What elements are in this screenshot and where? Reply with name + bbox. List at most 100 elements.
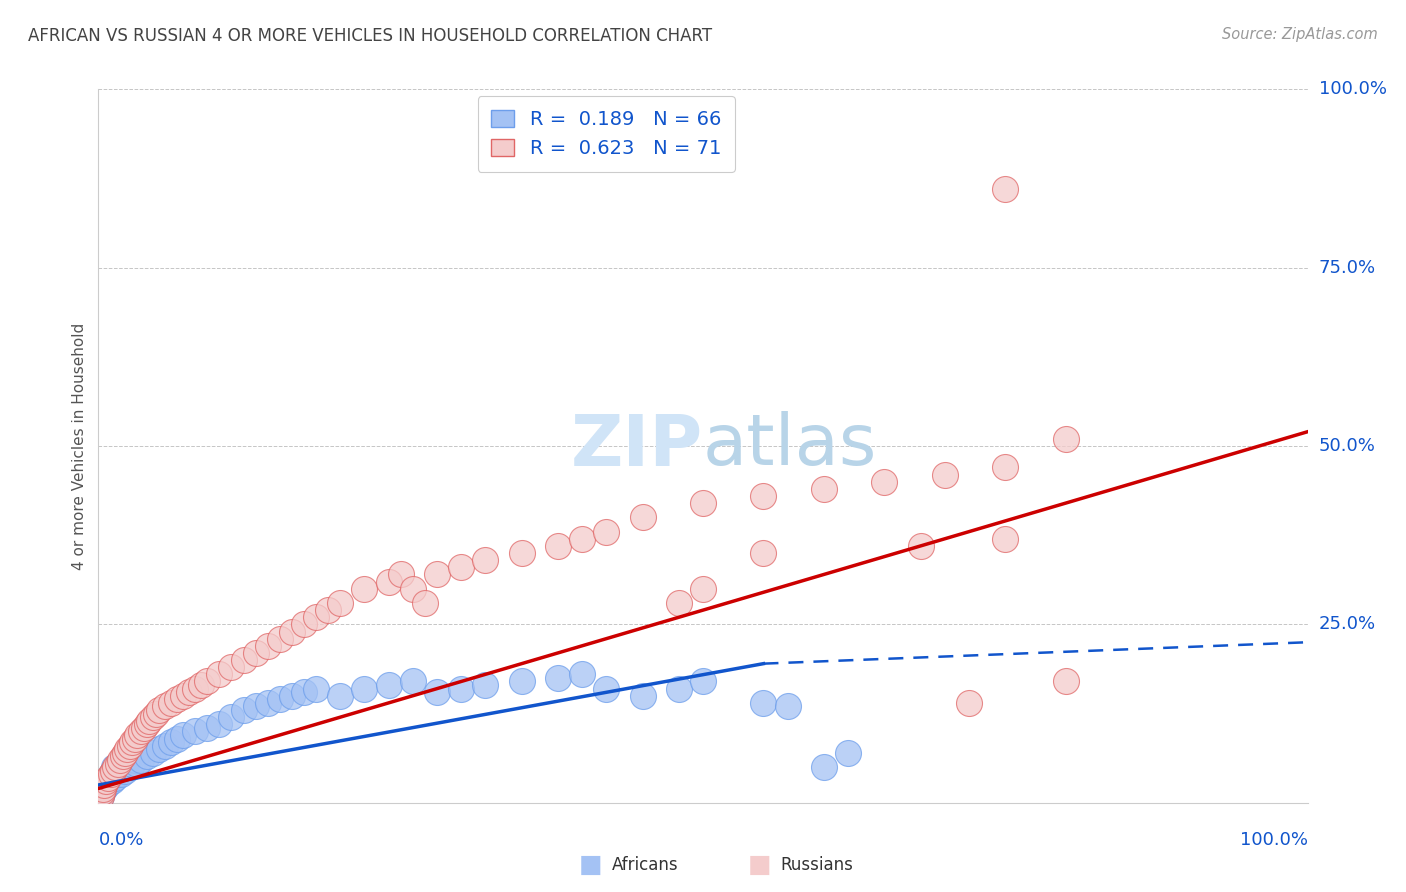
Point <box>837 746 859 760</box>
Point <box>353 681 375 696</box>
Point <box>105 767 128 781</box>
Point <box>142 710 165 724</box>
Point <box>776 699 799 714</box>
Point <box>195 674 218 689</box>
Point <box>118 749 141 764</box>
Point <box>153 699 176 714</box>
Point <box>160 696 183 710</box>
Y-axis label: 4 or more Vehicles in Household: 4 or more Vehicles in Household <box>72 322 87 570</box>
Point <box>138 714 160 728</box>
Point <box>292 617 315 632</box>
Point <box>94 774 117 789</box>
Text: 0.0%: 0.0% <box>98 830 143 848</box>
Point <box>281 624 304 639</box>
Point <box>934 467 956 482</box>
Point <box>292 685 315 699</box>
Point <box>96 778 118 792</box>
Point <box>752 546 775 560</box>
Point <box>172 689 194 703</box>
Point <box>813 482 835 496</box>
Point <box>329 689 352 703</box>
Point <box>245 646 267 660</box>
Text: 50.0%: 50.0% <box>1319 437 1375 455</box>
Point <box>1054 432 1077 446</box>
Point <box>103 760 125 774</box>
Point <box>107 760 129 774</box>
Point <box>692 582 714 596</box>
Point <box>510 546 533 560</box>
Point <box>104 771 127 785</box>
Point <box>329 596 352 610</box>
Point <box>510 674 533 689</box>
Point <box>124 731 146 746</box>
Point <box>114 746 136 760</box>
Text: ■: ■ <box>579 854 602 877</box>
Point <box>873 475 896 489</box>
Text: 75.0%: 75.0% <box>1319 259 1376 277</box>
Point <box>813 760 835 774</box>
Point <box>148 742 170 756</box>
Point <box>910 539 932 553</box>
Point <box>474 553 496 567</box>
Point <box>108 764 131 778</box>
Point <box>595 681 617 696</box>
Point <box>426 685 449 699</box>
Point <box>184 724 207 739</box>
Point <box>631 510 654 524</box>
Point <box>179 685 201 699</box>
Point <box>316 603 339 617</box>
Legend: R =  0.189   N = 66, R =  0.623   N = 71: R = 0.189 N = 66, R = 0.623 N = 71 <box>478 96 735 172</box>
Point <box>208 667 231 681</box>
Point <box>232 703 254 717</box>
Point <box>111 749 134 764</box>
Point <box>305 681 328 696</box>
Point <box>142 746 165 760</box>
Point <box>114 764 136 778</box>
Point <box>413 596 436 610</box>
Point <box>208 717 231 731</box>
Point <box>127 728 149 742</box>
Text: 25.0%: 25.0% <box>1319 615 1376 633</box>
Point <box>91 785 114 799</box>
Point <box>94 774 117 789</box>
Point <box>118 739 141 753</box>
Point <box>90 789 112 803</box>
Point <box>117 753 139 767</box>
Point <box>450 560 472 574</box>
Point <box>221 660 243 674</box>
Point <box>195 721 218 735</box>
Point <box>135 717 157 731</box>
Point <box>994 532 1017 546</box>
Point <box>134 721 156 735</box>
Point <box>166 692 188 706</box>
Point <box>97 771 120 785</box>
Point <box>668 596 690 610</box>
Point <box>692 674 714 689</box>
Point <box>160 735 183 749</box>
Point <box>426 567 449 582</box>
Point <box>377 574 399 589</box>
Point <box>98 771 121 785</box>
Point <box>1054 674 1077 689</box>
Text: atlas: atlas <box>703 411 877 481</box>
Point <box>305 610 328 624</box>
Point <box>184 681 207 696</box>
Point <box>93 781 115 796</box>
Point <box>994 460 1017 475</box>
Point <box>148 703 170 717</box>
Point <box>474 678 496 692</box>
Point <box>129 753 152 767</box>
Point <box>571 667 593 681</box>
Text: Russians: Russians <box>780 856 853 874</box>
Point <box>121 756 143 771</box>
Point <box>402 582 425 596</box>
Point <box>124 753 146 767</box>
Point <box>112 753 135 767</box>
Point <box>256 696 278 710</box>
Point <box>93 778 115 792</box>
Text: 100.0%: 100.0% <box>1240 830 1308 848</box>
Point <box>166 731 188 746</box>
Point <box>104 760 127 774</box>
Text: Africans: Africans <box>612 856 678 874</box>
Point <box>120 760 142 774</box>
